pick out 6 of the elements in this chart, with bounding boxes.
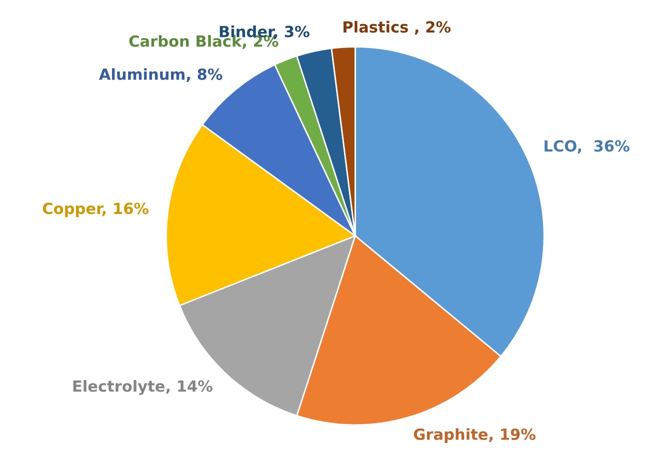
slice-label: Electrolyte, 14% xyxy=(73,380,212,395)
slice-label: Plastics , 2% xyxy=(344,20,451,35)
slice-label: Graphite, 19% xyxy=(414,428,536,443)
slice-label: LCO, 36% xyxy=(544,140,630,154)
slice-label: Copper, 16% xyxy=(42,202,149,218)
slice-label: Aluminum, 8% xyxy=(98,68,222,82)
